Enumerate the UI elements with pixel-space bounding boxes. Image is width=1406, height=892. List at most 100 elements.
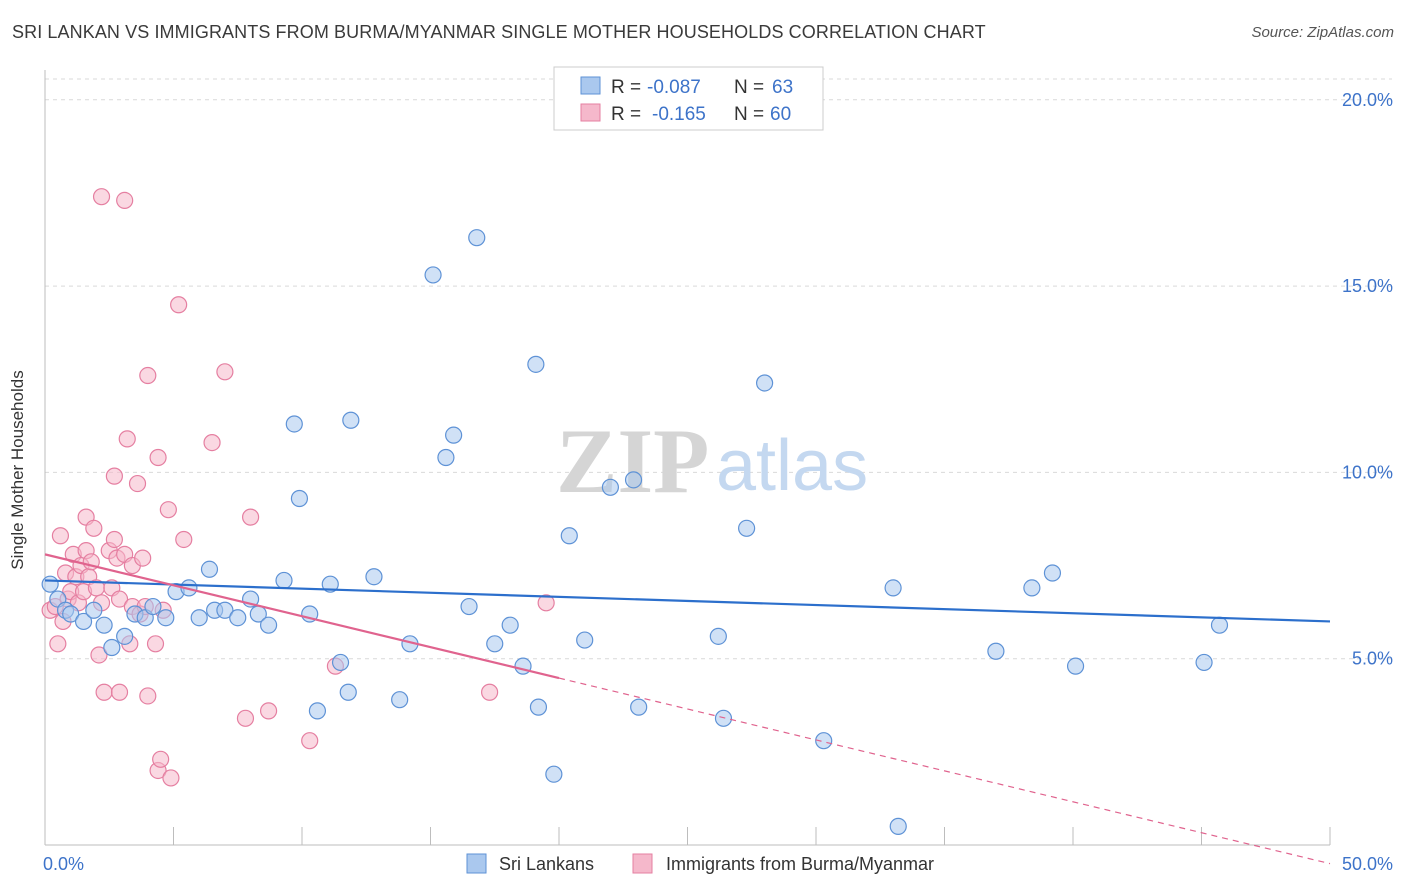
srilankan-point xyxy=(85,601,103,619)
srilankan-point xyxy=(545,765,563,783)
srilankan-point xyxy=(275,571,293,590)
srilankan-point xyxy=(95,616,113,634)
burma-point xyxy=(105,467,123,485)
srilankan-point xyxy=(144,597,162,616)
srilankan-point xyxy=(630,698,648,716)
legend-label-srilankans: Sri Lankans xyxy=(499,854,594,874)
srilankan-point xyxy=(285,415,303,433)
burma-trendline-solid xyxy=(44,553,560,680)
srilankan-point xyxy=(229,609,247,627)
srilankan-point xyxy=(391,691,409,709)
srilankan-trendline xyxy=(44,579,1331,623)
srilankan-point xyxy=(501,616,519,634)
grid-layer xyxy=(45,78,1392,660)
stats-n-value-2: 60 xyxy=(770,104,791,125)
burma-point xyxy=(236,709,255,727)
srilankan-point xyxy=(41,575,59,593)
y-tick-label: 10.0% xyxy=(1342,462,1393,482)
srilankan-point xyxy=(560,527,578,545)
srilankan-point xyxy=(339,683,357,701)
burma-point xyxy=(216,363,234,381)
stats-r-label-1: R = xyxy=(611,77,641,98)
srilankan-point xyxy=(365,568,383,586)
legend-swatch-burma xyxy=(632,853,653,874)
srilankan-point xyxy=(424,266,442,284)
legend-label-burma: Immigrants from Burma/Myanmar xyxy=(666,854,934,874)
burma-point xyxy=(95,683,113,701)
srilankan-point xyxy=(331,653,350,672)
srilankan-point xyxy=(738,519,756,537)
srilankan-point xyxy=(601,478,620,496)
burma-point xyxy=(301,732,319,750)
srilankan-point xyxy=(1043,564,1062,582)
srilankan-point xyxy=(62,605,80,623)
srilankan-point xyxy=(714,709,733,727)
srilankan-point xyxy=(116,627,134,645)
stats-n-label-1: N = xyxy=(734,77,764,98)
srilankan-point xyxy=(342,411,360,429)
burma-point xyxy=(118,430,136,448)
srilankan-point xyxy=(321,575,339,593)
y-tick-label: 20.0% xyxy=(1342,90,1393,110)
source-label: Source: ZipAtlas.com xyxy=(1251,24,1394,41)
chart-title: SRI LANKAN VS IMMIGRANTS FROM BURMA/MYAN… xyxy=(12,22,986,42)
trend-lines xyxy=(44,553,1331,865)
burma-point xyxy=(134,549,152,567)
burma-point xyxy=(51,527,70,545)
burma-point xyxy=(105,530,123,549)
burma-point xyxy=(139,687,157,705)
burma-point xyxy=(110,590,129,608)
stats-r-label-2: R = xyxy=(611,104,641,125)
burma-point xyxy=(152,750,170,768)
srilankan-point xyxy=(259,616,278,634)
srilankan-point xyxy=(889,817,907,835)
burma-point xyxy=(242,508,260,526)
burma-point xyxy=(159,501,177,519)
srilankan-point xyxy=(445,426,463,444)
watermark-zip: ZIP xyxy=(556,410,709,512)
srilankan-point xyxy=(755,374,774,392)
srilankan-point xyxy=(468,229,486,247)
watermark: ZIP atlas xyxy=(556,410,868,512)
burma-point xyxy=(139,366,157,385)
burma-trendline-dashed xyxy=(558,677,1331,865)
stats-n-label-2: N = xyxy=(734,104,764,125)
srilankan-point xyxy=(987,642,1005,660)
burma-point xyxy=(481,683,499,701)
stats-legend: R = -0.087 N = 63 R = -0.165 N = 60 xyxy=(553,66,824,131)
srilankan-point xyxy=(74,612,93,631)
srilankan-point xyxy=(529,698,548,716)
srilankan-point xyxy=(308,702,327,720)
stats-n-value-1: 63 xyxy=(772,77,793,98)
x-tick-label: 0.0% xyxy=(43,854,84,874)
burma-point xyxy=(85,519,103,537)
srilankan-point xyxy=(709,627,727,645)
burma-point xyxy=(203,433,221,452)
series-legend: Sri Lankans Immigrants from Burma/Myanma… xyxy=(466,853,934,874)
srilankan-point xyxy=(1210,616,1229,634)
stats-r-value-1: -0.087 xyxy=(647,77,701,98)
burma-point xyxy=(146,635,165,653)
burma-point xyxy=(128,474,147,493)
srilankan-point xyxy=(884,579,902,597)
srilankan-point xyxy=(1066,657,1085,675)
y-tick-label: 15.0% xyxy=(1342,276,1393,296)
srilankan-point xyxy=(290,489,309,508)
y-tick-label: 5.0% xyxy=(1352,649,1393,669)
stats-legend-swatch-blue xyxy=(580,76,601,95)
x-tick-label: 50.0% xyxy=(1342,854,1393,874)
axis-layer: 5.0% 10.0% 15.0% 20.0% 0.0% 50.0% xyxy=(43,70,1393,874)
legend-swatch-srilankans xyxy=(466,853,487,874)
srilankan-point xyxy=(190,609,208,627)
srilankan-point xyxy=(437,448,455,467)
srilankan-point xyxy=(576,631,594,649)
burma-point xyxy=(259,702,278,720)
srilankan-point xyxy=(527,355,545,373)
burma-point xyxy=(149,448,167,467)
series-burma-points xyxy=(41,188,555,787)
srilankan-point xyxy=(200,560,219,578)
srilankan-point xyxy=(157,609,175,627)
burma-point xyxy=(90,646,108,664)
srilankan-point xyxy=(1195,653,1213,672)
